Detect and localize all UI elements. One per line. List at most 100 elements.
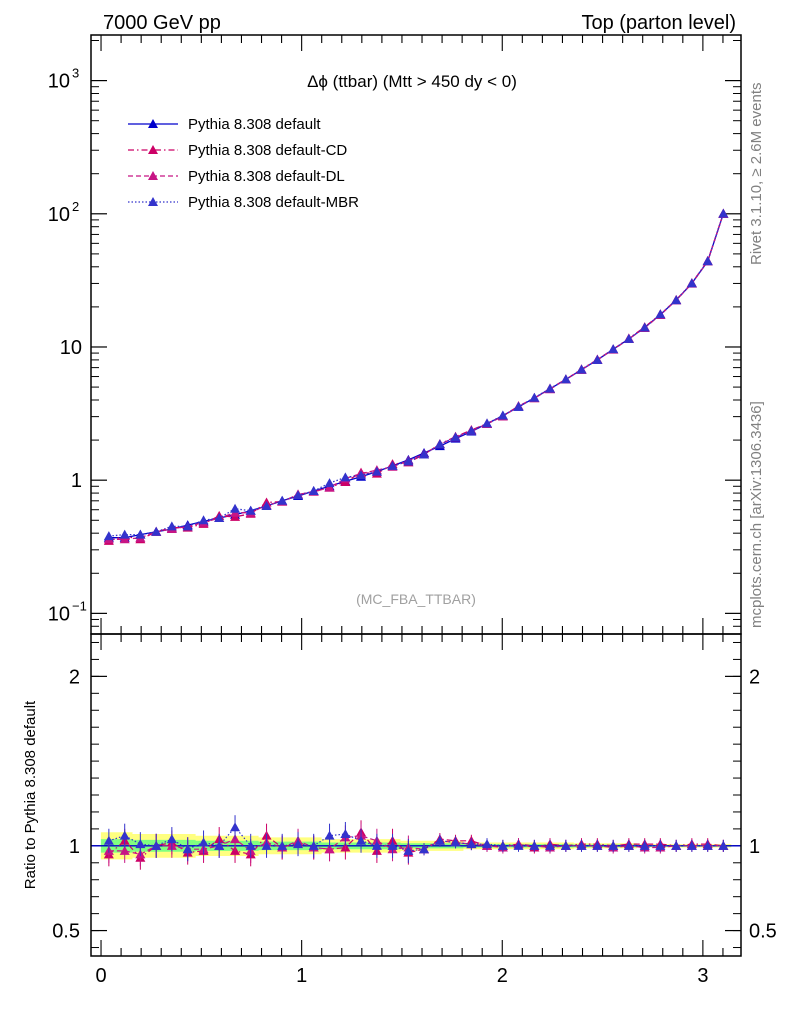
ratio-data-point bbox=[545, 840, 556, 850]
ratio-series-line bbox=[108, 826, 724, 852]
ratio-data-point bbox=[655, 840, 666, 850]
legend-entry-label: Pythia 8.308 default-MBR bbox=[188, 194, 359, 211]
main-data-point bbox=[387, 460, 398, 470]
ratio-y-tick-label-right: 1 bbox=[749, 836, 760, 858]
ratio-data-point bbox=[356, 835, 367, 845]
main-data-point bbox=[261, 500, 272, 510]
ratio-data-point bbox=[560, 840, 571, 850]
main-data-point bbox=[592, 354, 603, 364]
ratio-series-group bbox=[91, 815, 741, 870]
ratio-axis-ticks: 0.5 0.5 1 1 2 2 0 1 2 3 bbox=[52, 634, 777, 987]
main-y-tick-label: 10 bbox=[48, 603, 70, 625]
main-series-line bbox=[108, 213, 724, 537]
main-y-tick-exponent: 3 bbox=[72, 66, 79, 81]
main-data-point bbox=[702, 256, 713, 266]
main-data-point bbox=[119, 534, 130, 544]
analysis-label: (MC_FBA_TTBAR) bbox=[356, 591, 476, 607]
legend-entry-label: Pythia 8.308 default-DL bbox=[188, 168, 345, 185]
main-series-line bbox=[108, 213, 724, 540]
main-y-tick-label: 1 bbox=[71, 470, 82, 492]
x-tick-label: 3 bbox=[697, 965, 708, 987]
ratio-data-point bbox=[245, 840, 256, 850]
ratio-data-point bbox=[261, 840, 272, 850]
main-data-point bbox=[686, 278, 697, 288]
main-data-point bbox=[182, 521, 193, 531]
ratio-data-point bbox=[230, 822, 241, 832]
main-data-point bbox=[340, 472, 351, 482]
ratio-data-point bbox=[214, 840, 225, 850]
main-data-point bbox=[639, 322, 650, 332]
main-data-point bbox=[166, 521, 177, 531]
ratio-data-point bbox=[119, 845, 130, 855]
ratio-data-point bbox=[450, 837, 461, 847]
ratio-data-point bbox=[119, 830, 130, 840]
main-data-point bbox=[718, 208, 729, 218]
main-data-point bbox=[482, 418, 493, 428]
main-series-group bbox=[103, 208, 729, 545]
main-data-point bbox=[513, 401, 524, 411]
ratio-data-point bbox=[513, 840, 524, 850]
legend-marker bbox=[148, 145, 158, 154]
legend-marker bbox=[148, 197, 158, 206]
ratio-data-point bbox=[576, 840, 587, 850]
ratio-data-point bbox=[198, 837, 209, 847]
ratio-data-point bbox=[608, 840, 619, 850]
main-series-3 bbox=[103, 208, 729, 541]
side-mcplots-text: mcplots.cern.ch [arXiv:1306.3436] bbox=[748, 401, 765, 628]
main-data-point bbox=[308, 485, 319, 495]
ratio-data-point bbox=[529, 840, 540, 850]
main-data-point bbox=[151, 526, 162, 536]
header-right: Top (parton level) bbox=[581, 12, 736, 34]
ratio-data-point bbox=[497, 840, 508, 850]
ratio-plot-panel: 0.5 0.5 1 1 2 2 0 1 2 3 Ratio to Pythia 8.308 def… bbox=[22, 633, 777, 987]
ratio-data-point bbox=[324, 844, 335, 854]
main-data-point bbox=[135, 529, 146, 539]
side-rivet-text: Rivet 3.1.10, ≥ 2.6M events bbox=[748, 83, 765, 266]
main-series-2 bbox=[103, 209, 729, 544]
main-y-tick-label: 10 bbox=[48, 204, 70, 226]
main-data-point bbox=[230, 503, 241, 513]
ratio-data-point bbox=[403, 845, 414, 855]
main-series-0 bbox=[103, 208, 729, 542]
legend-marker bbox=[148, 119, 158, 128]
x-tick-label: 1 bbox=[296, 965, 307, 987]
ratio-data-point bbox=[702, 840, 713, 850]
ratio-data-point bbox=[293, 839, 304, 849]
main-data-point bbox=[214, 513, 225, 523]
main-data-point bbox=[403, 456, 414, 466]
main-series-line bbox=[108, 213, 724, 542]
main-data-point bbox=[576, 364, 587, 374]
main-data-point bbox=[466, 425, 477, 435]
ratio-series-line bbox=[108, 831, 724, 859]
ratio-data-point bbox=[166, 834, 177, 844]
ratio-y-axis-label: Ratio to Pythia 8.308 default bbox=[22, 700, 39, 889]
ratio-data-point bbox=[182, 844, 193, 854]
main-data-point bbox=[529, 392, 540, 402]
x-tick-label: 0 bbox=[95, 965, 106, 987]
main-y-tick-exponent: −1 bbox=[72, 598, 87, 613]
ratio-series-2 bbox=[103, 815, 729, 863]
main-data-point bbox=[245, 505, 256, 515]
ratio-y-tick-label-right: 0.5 bbox=[749, 921, 777, 943]
ratio-data-point bbox=[308, 840, 319, 850]
main-data-point bbox=[545, 383, 556, 393]
ratio-data-point bbox=[623, 840, 634, 850]
main-data-point bbox=[103, 531, 114, 541]
main-data-point bbox=[419, 449, 430, 459]
main-data-point bbox=[293, 490, 304, 500]
ratio-data-point bbox=[434, 835, 445, 845]
main-data-point bbox=[277, 495, 288, 505]
ratio-data-point bbox=[371, 840, 382, 850]
main-data-point bbox=[434, 439, 445, 449]
legend-entry-label: Pythia 8.308 default-CD bbox=[188, 142, 347, 159]
main-y-tick-exponent: 2 bbox=[72, 199, 79, 214]
main-data-point bbox=[371, 466, 382, 476]
ratio-data-point bbox=[277, 840, 288, 850]
header-left: 7000 GeV pp bbox=[103, 12, 221, 34]
ratio-data-point bbox=[482, 839, 493, 849]
main-data-point bbox=[450, 432, 461, 442]
ratio-y-tick-label: 0.5 bbox=[52, 921, 80, 943]
ratio-data-point bbox=[592, 840, 603, 850]
